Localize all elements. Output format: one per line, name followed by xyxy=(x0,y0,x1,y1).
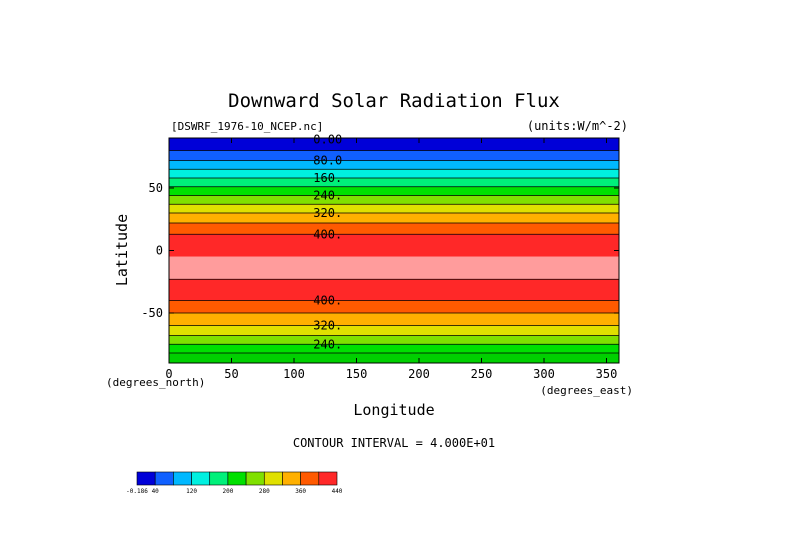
contour-band xyxy=(169,279,619,301)
contour-label: 240. xyxy=(313,337,342,351)
contour-band xyxy=(169,160,619,170)
y-axis-ticks: 50 0 -50 xyxy=(141,181,619,320)
x-tick-label: 50 xyxy=(224,367,238,381)
colorbar-swatch xyxy=(173,471,192,486)
contour-lines xyxy=(169,150,619,354)
contour-band xyxy=(169,195,619,205)
x-unit-label: (degrees_east) xyxy=(540,384,633,397)
x-tick-label: 300 xyxy=(533,367,555,381)
colorbar-swatch xyxy=(209,471,229,486)
contour-band xyxy=(169,223,619,235)
colorbar-swatch xyxy=(318,471,338,486)
y-axis-label: Latitude xyxy=(113,214,131,286)
contour-labels: 0.00 80.0 160. 240. 320. 400. 400. 320. 240. xyxy=(313,132,342,351)
contour-label: 80.0 xyxy=(313,154,342,168)
contour-band xyxy=(169,234,619,257)
contour-band xyxy=(169,353,619,363)
contour-label: 320. xyxy=(313,319,342,333)
colorbar-swatch xyxy=(282,471,301,486)
colorbar-swatch xyxy=(154,471,174,486)
chart-title: Downward Solar Radiation Flux xyxy=(228,90,560,112)
contour-label: 320. xyxy=(313,206,342,220)
x-tick-label: 150 xyxy=(346,367,368,381)
contour-band xyxy=(169,213,619,223)
contour-label: 240. xyxy=(313,189,342,203)
contour-band xyxy=(169,335,619,345)
contour-band xyxy=(169,300,619,313)
colorbar-label: 360 xyxy=(295,488,306,495)
colorbar-swatch xyxy=(300,471,320,486)
contour-label: 400. xyxy=(313,294,342,308)
colorbar: -0.186 40 120 200 280 360 440 xyxy=(126,471,343,495)
contour-label: 0.00 xyxy=(313,132,342,146)
contour-band xyxy=(169,325,619,336)
x-tick-label: 100 xyxy=(283,367,305,381)
contour-fill-bands xyxy=(169,138,619,363)
colorbar-label: -0.186 xyxy=(126,488,148,495)
colorbar-label: 280 xyxy=(259,488,270,495)
colorbar-swatch xyxy=(245,471,265,486)
contour-label: 160. xyxy=(313,171,342,185)
colorbar-label: 200 xyxy=(222,488,233,495)
y-unit-label: (degrees_north) xyxy=(106,376,205,389)
contour-band xyxy=(169,204,619,213)
contour-band xyxy=(169,150,619,161)
colorbar-swatch xyxy=(191,471,211,486)
contour-band xyxy=(169,313,619,326)
contour-band xyxy=(169,186,619,196)
contour-label: 400. xyxy=(313,227,342,241)
x-tick-label: 0 xyxy=(165,367,172,381)
x-tick-label: 250 xyxy=(471,367,493,381)
colorbar-swatch xyxy=(136,471,156,486)
contour-band xyxy=(169,178,619,187)
y-tick-label: -50 xyxy=(141,306,163,320)
x-axis-ticks: 0 50 100 150 200 250 300 350 xyxy=(165,138,617,381)
contour-band xyxy=(169,169,619,178)
units-label: (units:W/m^-2) xyxy=(527,119,628,133)
colorbar-label: 120 xyxy=(186,488,197,495)
x-axis-label: Longitude xyxy=(353,401,434,419)
contour-band xyxy=(169,344,619,353)
colorbar-swatch xyxy=(227,471,247,486)
contour-interval-text: CONTOUR INTERVAL = 4.000E+01 xyxy=(293,436,495,450)
x-tick-label: 350 xyxy=(596,367,618,381)
colorbar-swatch xyxy=(263,471,283,486)
contour-band xyxy=(169,256,619,280)
y-tick-label: 0 xyxy=(156,244,163,258)
colorbar-label: 40 xyxy=(152,488,160,495)
y-tick-label: 50 xyxy=(149,181,163,195)
contour-band xyxy=(169,138,619,151)
file-label: [DSWRF_1976-10_NCEP.nc] xyxy=(171,120,323,133)
x-tick-label: 200 xyxy=(408,367,430,381)
colorbar-label: 440 xyxy=(332,488,343,495)
